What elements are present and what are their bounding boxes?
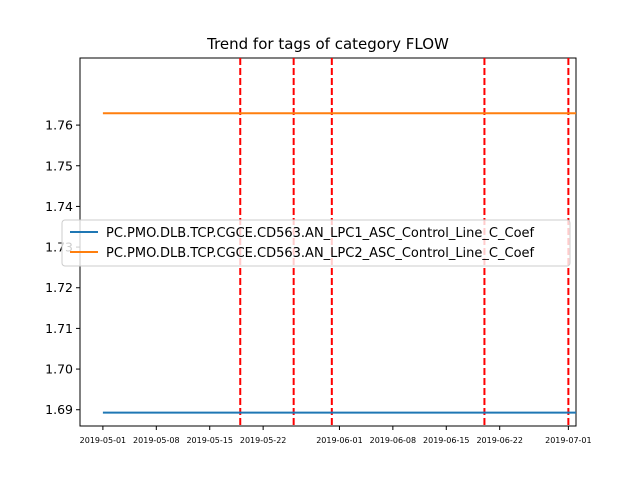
y-tick-label: 1.69 [45,402,73,417]
x-tick-label: 2019-07-01 [545,436,592,445]
legend: PC.PMO.DLB.TCP.CGCE.CD563.AN_LPC1_ASC_Co… [61,219,571,267]
x-tick-label: 2019-05-22 [240,436,287,445]
y-tick-label: 1.76 [45,118,73,133]
y-tick-label: 1.70 [45,362,73,377]
legend-entry: PC.PMO.DLB.TCP.CGCE.CD563.AN_LPC1_ASC_Co… [106,226,535,241]
x-tick-label: 2019-06-22 [476,436,523,445]
x-axis: 2019-05-01 2019-05-08 2019-05-15 2019-05-22… [80,426,592,445]
y-tick-label: 1.74 [45,199,73,214]
x-tick-label: 2019-06-15 [423,436,470,445]
y-tick-label: 1.75 [45,158,73,173]
legend-entry: PC.PMO.DLB.TCP.CGCE.CD563.AN_LPC2_ASC_Co… [106,246,535,261]
chart-title: Trend for tags of category FLOW [206,35,449,53]
series-layer [102,112,576,414]
legend-box [61,219,571,267]
x-tick-label: 2019-06-08 [370,436,417,445]
x-tick-label: 2019-05-08 [133,436,180,445]
y-axis: 1.691.701.711.721.731.741.751.76 [45,118,80,417]
x-tick-label: 2019-05-15 [186,436,233,445]
y-tick-label: 1.72 [45,280,73,295]
y-tick-label: 1.71 [45,321,73,336]
x-tick-label: 2019-06-01 [316,436,363,445]
x-tick-label: 2019-05-01 [80,436,127,445]
